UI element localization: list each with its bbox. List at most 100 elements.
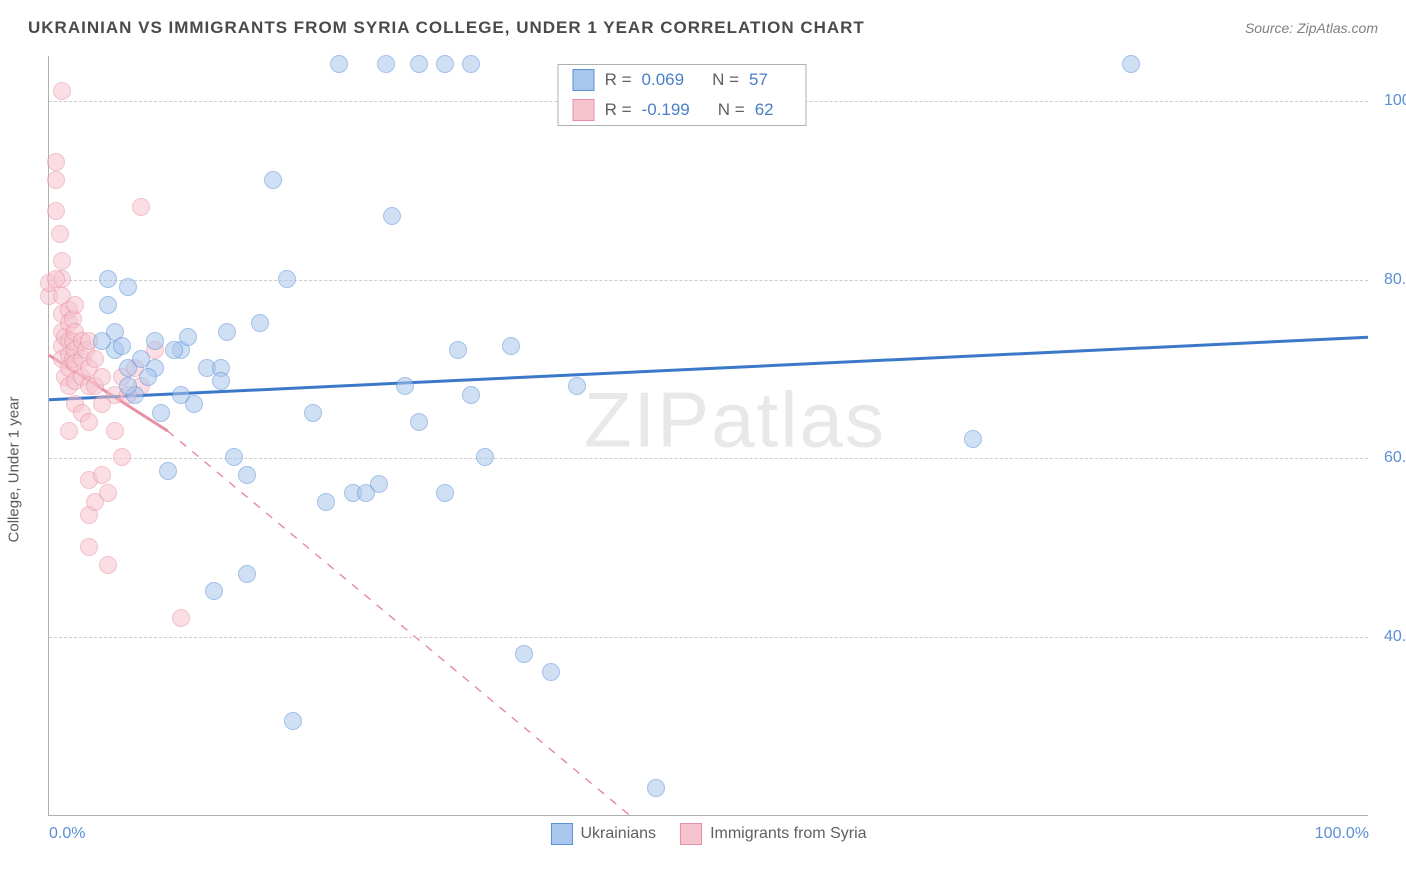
chart-title: UKRAINIAN VS IMMIGRANTS FROM SYRIA COLLE… — [28, 18, 865, 38]
blue-swatch — [573, 69, 595, 91]
y-tick-label: 100.0% — [1374, 92, 1406, 110]
data-point-blue — [93, 332, 111, 350]
data-point-blue — [119, 278, 137, 296]
n-label: N = — [718, 100, 745, 120]
data-point-pink — [47, 171, 65, 189]
data-point-blue — [99, 296, 117, 314]
trendline — [168, 431, 630, 815]
data-point-blue — [330, 55, 348, 73]
data-point-blue — [205, 582, 223, 600]
data-point-blue — [225, 448, 243, 466]
y-axis-label: College, Under 1 year — [6, 397, 23, 543]
y-tick-label: 60.0% — [1374, 449, 1406, 467]
n-value-pink: 62 — [755, 100, 774, 120]
data-point-blue — [462, 386, 480, 404]
data-point-blue — [964, 430, 982, 448]
data-point-pink — [51, 225, 69, 243]
data-point-blue — [370, 475, 388, 493]
data-point-pink — [113, 448, 131, 466]
data-point-pink — [99, 484, 117, 502]
data-point-pink — [106, 422, 124, 440]
data-point-pink — [80, 413, 98, 431]
data-point-pink — [47, 202, 65, 220]
data-point-blue — [515, 645, 533, 663]
data-point-pink — [60, 422, 78, 440]
r-value-pink: -0.199 — [642, 100, 690, 120]
legend-label: Ukrainians — [580, 825, 656, 843]
data-point-pink — [66, 296, 84, 314]
data-point-blue — [251, 314, 269, 332]
r-label: R = — [605, 100, 632, 120]
legend-item-syria: Immigrants from Syria — [680, 823, 866, 845]
data-point-blue — [165, 341, 183, 359]
data-point-blue — [410, 55, 428, 73]
legend-item-ukrainians: Ukrainians — [550, 823, 656, 845]
legend-label: Immigrants from Syria — [710, 825, 866, 843]
data-point-blue — [476, 448, 494, 466]
gridline — [49, 637, 1368, 638]
data-point-blue — [218, 323, 236, 341]
data-point-blue — [436, 484, 454, 502]
data-point-blue — [113, 337, 131, 355]
r-value-blue: 0.069 — [642, 70, 685, 90]
correlation-legend: R = 0.069 N = 57 R = -0.199 N = 62 — [558, 64, 807, 126]
data-point-pink — [80, 538, 98, 556]
data-point-blue — [146, 332, 164, 350]
watermark: ZIPatlas — [584, 375, 886, 466]
pink-swatch — [573, 99, 595, 121]
data-point-pink — [53, 82, 71, 100]
watermark-thin: atlas — [711, 376, 886, 464]
data-point-blue — [132, 350, 150, 368]
r-label: R = — [605, 70, 632, 90]
data-point-blue — [284, 712, 302, 730]
data-point-blue — [1122, 55, 1140, 73]
legend-row-blue: R = 0.069 N = 57 — [559, 65, 806, 95]
gridline — [49, 458, 1368, 459]
chart-container: College, Under 1 year ZIPatlas R = 0.069… — [0, 46, 1406, 876]
data-point-blue — [238, 466, 256, 484]
data-point-blue — [647, 779, 665, 797]
data-point-pink — [47, 153, 65, 171]
data-point-blue — [542, 663, 560, 681]
y-tick-label: 80.0% — [1374, 271, 1406, 289]
gridline — [49, 280, 1368, 281]
data-point-blue — [212, 372, 230, 390]
data-point-pink — [86, 350, 104, 368]
data-point-blue — [152, 404, 170, 422]
data-point-pink — [132, 198, 150, 216]
data-point-blue — [436, 55, 454, 73]
watermark-bold: ZIP — [584, 376, 711, 464]
chart-header: UKRAINIAN VS IMMIGRANTS FROM SYRIA COLLE… — [0, 0, 1406, 46]
data-point-pink — [172, 609, 190, 627]
data-point-blue — [449, 341, 467, 359]
x-tick-label: 100.0% — [1315, 825, 1369, 843]
n-value-blue: 57 — [749, 70, 768, 90]
data-point-blue — [410, 413, 428, 431]
scatter-plot-area: ZIPatlas R = 0.069 N = 57 R = -0.199 N =… — [48, 56, 1368, 816]
data-point-pink — [47, 270, 65, 288]
legend-row-pink: R = -0.199 N = 62 — [559, 95, 806, 125]
data-point-blue — [502, 337, 520, 355]
series-legend: Ukrainians Immigrants from Syria — [550, 823, 866, 845]
n-label: N = — [712, 70, 739, 90]
data-point-blue — [179, 328, 197, 346]
source-attribution: Source: ZipAtlas.com — [1245, 20, 1378, 36]
data-point-pink — [99, 556, 117, 574]
data-point-blue — [377, 55, 395, 73]
blue-swatch — [550, 823, 572, 845]
data-point-blue — [568, 377, 586, 395]
y-tick-label: 40.0% — [1374, 628, 1406, 646]
data-point-blue — [185, 395, 203, 413]
data-point-blue — [119, 377, 137, 395]
data-point-blue — [317, 493, 335, 511]
x-tick-label: 0.0% — [49, 825, 85, 843]
data-point-pink — [93, 466, 111, 484]
data-point-blue — [396, 377, 414, 395]
data-point-pink — [53, 252, 71, 270]
data-point-blue — [238, 565, 256, 583]
pink-swatch — [680, 823, 702, 845]
data-point-blue — [304, 404, 322, 422]
data-point-blue — [278, 270, 296, 288]
data-point-pink — [93, 368, 111, 386]
data-point-blue — [264, 171, 282, 189]
